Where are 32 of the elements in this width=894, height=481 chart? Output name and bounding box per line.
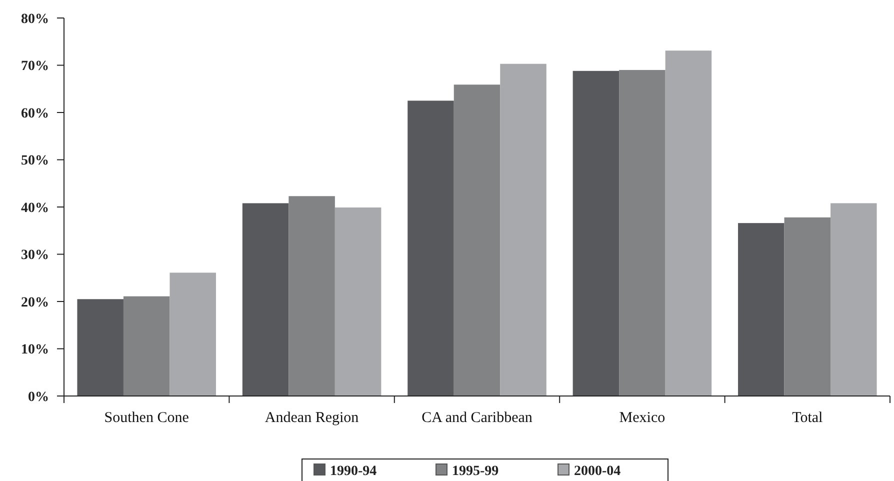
bar	[288, 196, 335, 396]
x-tick-label: Andean Region	[264, 410, 360, 426]
y-tick-label: 80%	[21, 12, 49, 27]
bar	[123, 296, 170, 396]
x-tick-label: Total	[792, 410, 823, 426]
bar	[830, 203, 877, 396]
bar	[242, 203, 289, 396]
y-tick-label: 0%	[28, 390, 49, 405]
y-tick-label: 10%	[21, 342, 49, 358]
bar	[170, 272, 216, 396]
y-tick-label: 40%	[21, 200, 49, 216]
bar	[334, 207, 382, 396]
x-tick-label: CA and Caribbean	[422, 410, 533, 426]
legend-label: 1995-99	[452, 464, 499, 479]
bar	[784, 217, 831, 396]
y-tick-label: 30%	[21, 248, 49, 264]
y-tick-label: 20%	[21, 295, 49, 310]
x-tick-label: Southen Cone	[104, 410, 190, 426]
bar	[454, 84, 500, 396]
bar	[738, 223, 784, 396]
bar	[665, 50, 712, 396]
y-tick-label: 50%	[21, 154, 49, 169]
legend-label: 2000-04	[574, 464, 621, 479]
bar	[500, 64, 546, 396]
y-tick-label: 60%	[21, 106, 49, 122]
x-tick-label: Mexico	[619, 410, 666, 426]
bar	[619, 70, 666, 396]
bar	[77, 299, 124, 396]
bar	[408, 100, 454, 396]
y-tick-label: 70%	[21, 59, 49, 74]
legend-label: 1990-94	[330, 464, 377, 479]
bar	[572, 70, 620, 396]
